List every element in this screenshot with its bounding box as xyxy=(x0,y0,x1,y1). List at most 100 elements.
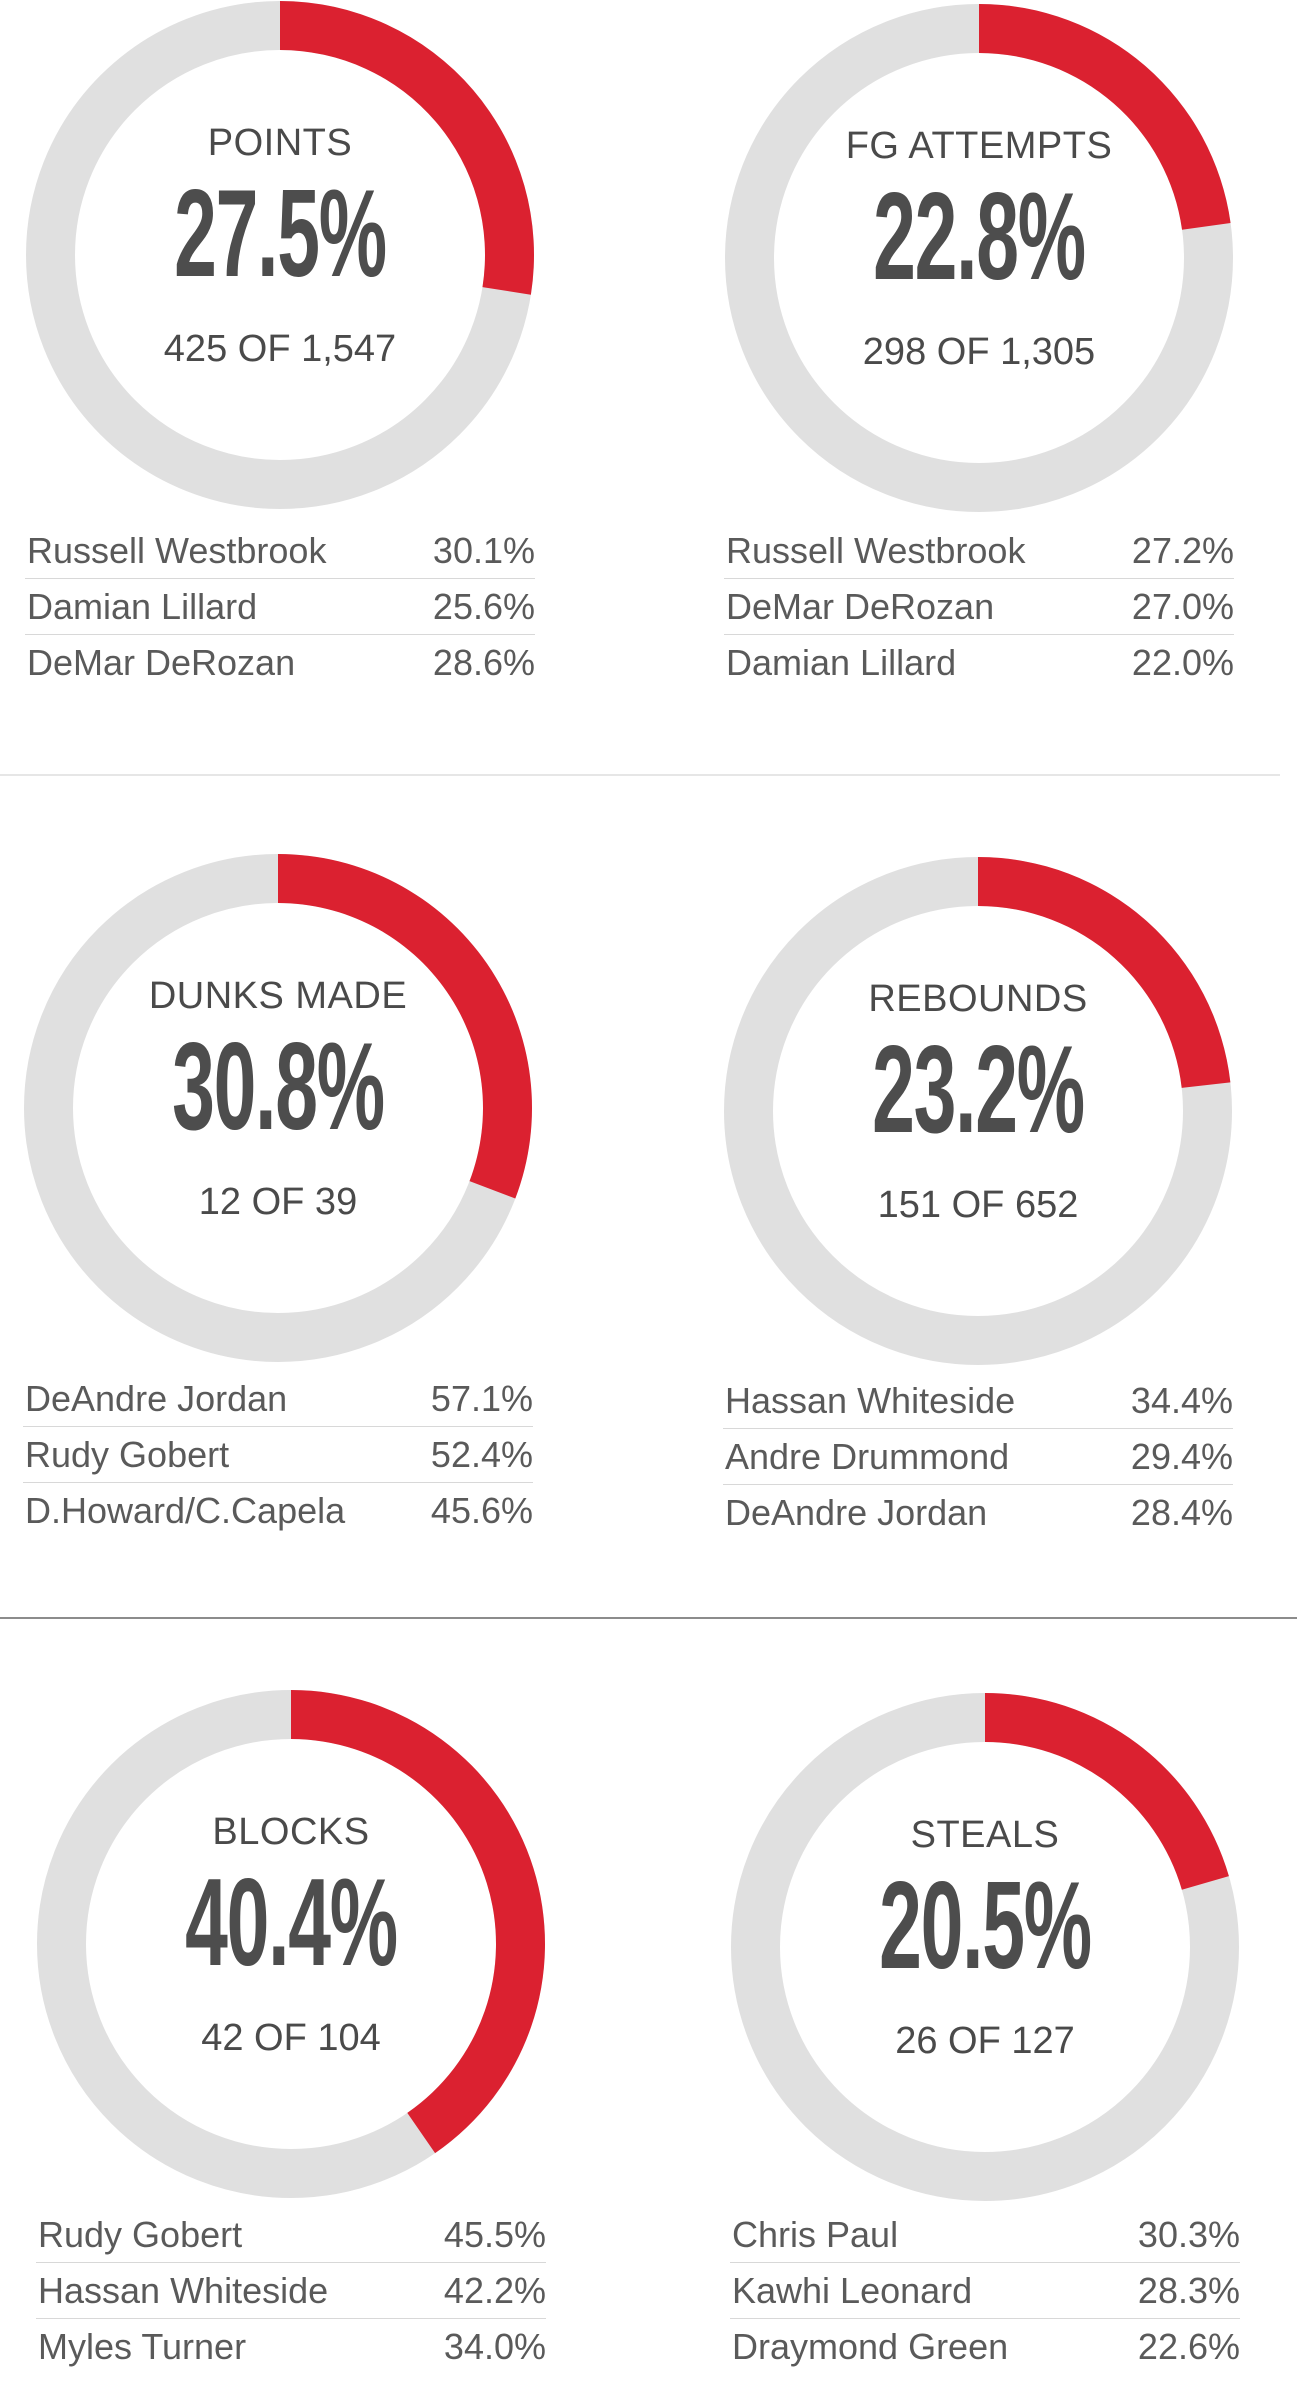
stat-percent: 30.8% xyxy=(172,1018,385,1156)
leader-value: 28.3% xyxy=(1137,2270,1240,2311)
leader-value: 57.1% xyxy=(430,1378,533,1419)
stat-panel-dunks-made: DUNKS MADE 30.8% 12 OF 39 DeAndre Jordan 57.… xyxy=(23,853,533,1550)
leader-divider xyxy=(724,578,1234,579)
leader-row: DeMar DeRozan 28.6% xyxy=(25,634,535,690)
donut-slice-share xyxy=(985,1693,1229,1890)
leader-row: Hassan Whiteside 34.4% xyxy=(723,1372,1233,1429)
leader-row: Rudy Gobert 52.4% xyxy=(23,1426,533,1483)
section-divider xyxy=(0,774,1280,776)
leader-value: 22.6% xyxy=(1137,2326,1240,2367)
donut-chart: POINTS 27.5% 425 OF 1,547 xyxy=(25,0,535,510)
section-divider xyxy=(0,1617,1297,1619)
stat-panel-fg-attempts: FG ATTEMPTS 22.8% 298 OF 1,305 Russell West… xyxy=(724,3,1234,702)
donut-center: REBOUNDS 23.2% 151 OF 652 xyxy=(723,856,1233,1366)
leader-value: 29.4% xyxy=(1130,1436,1233,1477)
leader-name: Draymond Green xyxy=(732,2326,1009,2367)
leader-row: Russell Westbrook 27.2% xyxy=(724,522,1234,579)
leader-value: 45.5% xyxy=(443,2214,546,2255)
leader-value: 52.4% xyxy=(430,1434,533,1475)
leader-name: Chris Paul xyxy=(732,2214,899,2255)
donut-center: DUNKS MADE 30.8% 12 OF 39 xyxy=(23,853,533,1363)
leader-value: 25.6% xyxy=(432,586,535,627)
stat-panel-points: POINTS 27.5% 425 OF 1,547 Russell Westbrook… xyxy=(25,0,535,702)
donut-chart: BLOCKS 40.4% 42 OF 104 xyxy=(36,1689,546,2199)
leader-row: Rudy Gobert 45.5% xyxy=(36,2206,546,2263)
donut-center: STEALS 20.5% 26 OF 127 xyxy=(730,1692,1240,2202)
donut-center: FG ATTEMPTS 22.8% 298 OF 1,305 xyxy=(724,3,1234,513)
donut-svg xyxy=(26,1,534,509)
stat-percent: 20.5% xyxy=(879,1857,1092,1995)
leader-value: 34.0% xyxy=(443,2326,546,2367)
donut-center: BLOCKS 40.4% 42 OF 104 xyxy=(36,1689,546,2199)
leader-row: Myles Turner 34.0% xyxy=(36,2318,546,2374)
stat-percent: 27.5% xyxy=(174,165,387,303)
leader-row: DeAndre Jordan 57.1% xyxy=(23,1370,533,1427)
leader-row: Kawhi Leonard 28.3% xyxy=(730,2262,1240,2319)
leader-row: Damian Lillard 25.6% xyxy=(25,578,535,635)
donut-chart: STEALS 20.5% 26 OF 127 xyxy=(730,1692,1240,2202)
stat-count: 12 OF 39 xyxy=(198,1181,358,1223)
leader-divider xyxy=(723,1484,1233,1485)
donut-slice-share xyxy=(278,854,532,1199)
stat-title: DUNKS MADE xyxy=(148,975,408,1017)
leader-divider xyxy=(23,1482,533,1483)
leader-divider xyxy=(36,2262,546,2263)
leader-name: Russell Westbrook xyxy=(726,530,1026,571)
leader-row: DeAndre Jordan 28.4% xyxy=(723,1484,1233,1540)
leader-divider xyxy=(723,1428,1233,1429)
donut-svg xyxy=(37,1690,545,2198)
leader-name: Hassan Whiteside xyxy=(725,1380,1016,1421)
donut-svg xyxy=(731,1693,1239,2201)
leader-divider xyxy=(23,1426,533,1427)
leader-name: Rudy Gobert xyxy=(25,1434,230,1475)
leader-divider xyxy=(25,578,535,579)
leader-name: Damian Lillard xyxy=(27,586,258,627)
leader-value: 27.0% xyxy=(1131,586,1234,627)
leader-divider xyxy=(724,634,1234,635)
leader-row: Russell Westbrook 30.1% xyxy=(25,522,535,579)
stat-title: REBOUNDS xyxy=(868,978,1088,1020)
donut-slice-share xyxy=(979,4,1231,230)
leader-value: 42.2% xyxy=(443,2270,546,2311)
leader-name: Myles Turner xyxy=(38,2326,247,2367)
donut-slice-share xyxy=(280,1,534,295)
stat-count: 425 OF 1,547 xyxy=(163,328,397,370)
stat-percent: 40.4% xyxy=(185,1854,398,1992)
leader-name: Russell Westbrook xyxy=(27,530,327,571)
stat-percent: 23.2% xyxy=(872,1021,1085,1159)
donut-svg xyxy=(724,857,1232,1365)
leader-name: Hassan Whiteside xyxy=(38,2270,329,2311)
leader-row: Chris Paul 30.3% xyxy=(730,2206,1240,2263)
stat-percent: 22.8% xyxy=(873,168,1086,306)
leader-row: DeMar DeRozan 27.0% xyxy=(724,578,1234,635)
leader-divider xyxy=(730,2318,1240,2319)
leader-row: Damian Lillard 22.0% xyxy=(724,634,1234,690)
leader-row: Draymond Green 22.6% xyxy=(730,2318,1240,2374)
leader-value: 30.1% xyxy=(432,530,535,571)
leader-row: Andre Drummond 29.4% xyxy=(723,1428,1233,1485)
leader-name: D.Howard/C.Capela xyxy=(25,1490,346,1531)
stat-title: STEALS xyxy=(910,1814,1060,1856)
leader-value: 28.6% xyxy=(432,642,535,683)
stat-panel-blocks: BLOCKS 40.4% 42 OF 104 Rudy Gobert 45.5% Hass… xyxy=(36,1689,546,2386)
leader-name: Damian Lillard xyxy=(726,642,957,683)
leader-name: DeAndre Jordan xyxy=(25,1378,288,1419)
stat-count: 42 OF 104 xyxy=(201,2017,381,2059)
leader-divider xyxy=(730,2262,1240,2263)
leader-divider xyxy=(25,634,535,635)
leader-name: Kawhi Leonard xyxy=(732,2270,973,2311)
leader-value: 34.4% xyxy=(1130,1380,1233,1421)
leader-value: 30.3% xyxy=(1137,2214,1240,2255)
stat-panel-steals: STEALS 20.5% 26 OF 127 Chris Paul 30.3% Kawhi… xyxy=(730,1692,1240,2386)
leader-row: Hassan Whiteside 42.2% xyxy=(36,2262,546,2319)
stat-title: BLOCKS xyxy=(212,1811,370,1853)
leader-value: 28.4% xyxy=(1130,1492,1233,1533)
leader-row: D.Howard/C.Capela 45.6% xyxy=(23,1482,533,1538)
stat-title: FG ATTEMPTS xyxy=(845,125,1113,167)
donut-slice-share xyxy=(978,857,1231,1088)
leader-value: 45.6% xyxy=(430,1490,533,1531)
donut-center: POINTS 27.5% 425 OF 1,547 xyxy=(25,0,535,510)
stat-title: POINTS xyxy=(207,122,353,164)
donut-slice-share xyxy=(291,1690,545,2154)
stat-panel-rebounds: REBOUNDS 23.2% 151 OF 652 Hassan Whiteside 3… xyxy=(723,856,1233,1552)
